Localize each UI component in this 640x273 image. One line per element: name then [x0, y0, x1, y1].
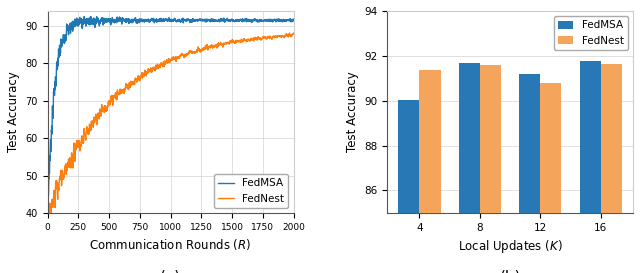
FedMSA — [81, 15, 88, 18]
Bar — [519, 74, 540, 273]
Bar — [540, 83, 561, 273]
Legend: FedMSA, FedNest: FedMSA, FedNest — [554, 16, 628, 50]
Bar — [601, 64, 622, 273]
FedNest — [283, 32, 291, 36]
FedMSA — [157, 17, 165, 20]
FedMSA — [290, 19, 298, 22]
Legend: FedMSA, FedNest: FedMSA, FedNest — [214, 174, 289, 208]
FedNest — [44, 211, 52, 214]
FedNest — [164, 61, 172, 65]
FedMSA — [44, 198, 52, 201]
Text: (b): (b) — [499, 269, 521, 273]
FedNest — [290, 32, 298, 35]
FedNest — [56, 175, 64, 178]
FedMSA — [237, 19, 245, 22]
FedNest — [283, 33, 291, 36]
Line: FedNest: FedNest — [48, 33, 294, 213]
Bar — [580, 61, 601, 273]
FedNest — [237, 37, 245, 41]
Line: FedMSA: FedMSA — [48, 17, 294, 203]
Bar — [459, 63, 480, 273]
Bar — [398, 100, 419, 273]
FedNest — [45, 211, 52, 215]
Y-axis label: Test Accuracy: Test Accuracy — [346, 72, 358, 152]
FedMSA — [283, 19, 291, 22]
FedMSA — [164, 19, 172, 22]
FedNest — [157, 64, 164, 67]
FedMSA — [44, 201, 52, 204]
X-axis label: Communication Rounds ($R$): Communication Rounds ($R$) — [90, 237, 252, 252]
X-axis label: Local Updates ($K$): Local Updates ($K$) — [458, 238, 563, 255]
Bar — [419, 70, 440, 273]
FedMSA — [283, 19, 291, 22]
Y-axis label: Test Accuracy: Test Accuracy — [7, 72, 20, 152]
Text: (a): (a) — [160, 269, 181, 273]
Bar — [480, 65, 501, 273]
FedMSA — [56, 49, 64, 52]
